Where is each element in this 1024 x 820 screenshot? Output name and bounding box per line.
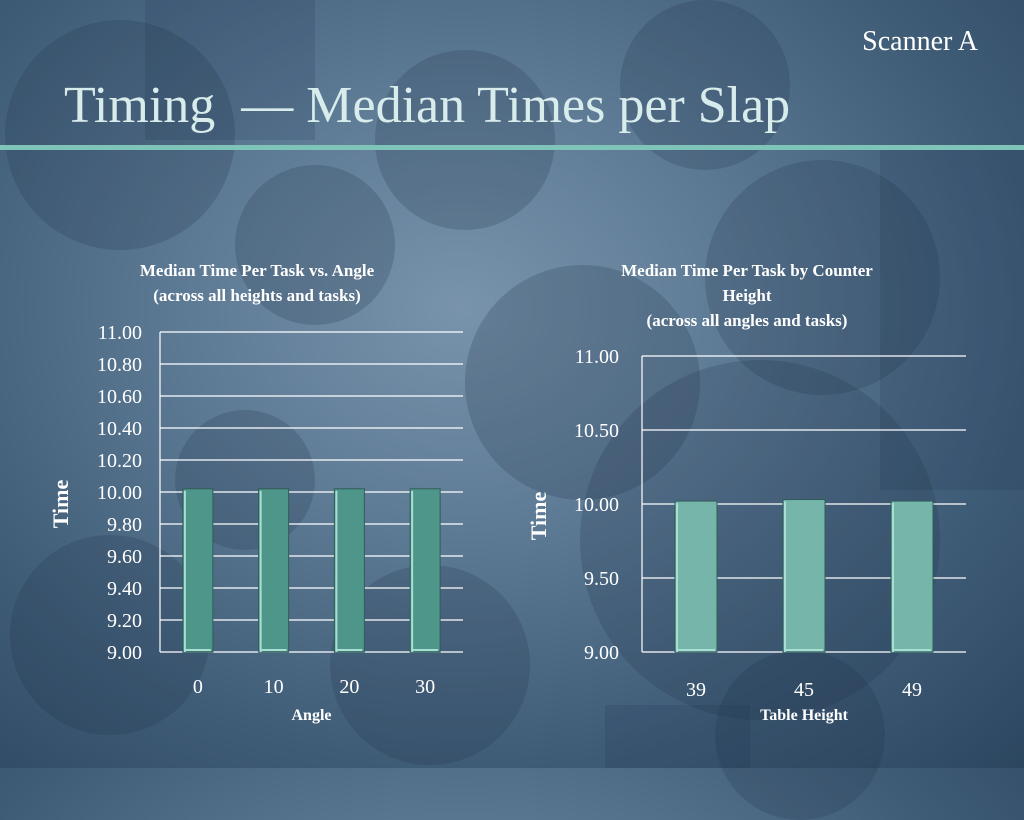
chart-height: Median Time Per Task by Counter Height (ac… [526, 261, 934, 724]
chart-title-line: (across all heights and tasks) [153, 286, 361, 305]
y-tick-label: 9.40 [107, 578, 142, 600]
y-tick-label: 9.00 [584, 642, 619, 664]
chart-title-line: (across all angles and tasks) [647, 311, 848, 330]
scanner-label: Scanner A [862, 26, 978, 57]
y-tick-label: 11.00 [98, 322, 142, 344]
y-tick-label: 9.50 [584, 568, 619, 590]
y-tick-label: 9.00 [107, 642, 142, 664]
x-tick-label: 39 [686, 679, 706, 701]
x-axis-title: Angle [292, 707, 332, 724]
y-tick-label: 9.80 [107, 514, 142, 536]
chart-title-line: Median Time Per Task vs. Angle [140, 261, 375, 280]
bar [333, 488, 365, 653]
y-tick-label: 9.20 [107, 610, 142, 632]
bar [409, 488, 441, 653]
y-tick-label: 10.00 [97, 482, 142, 504]
y-tick-label: 10.60 [97, 386, 142, 408]
bar [182, 488, 214, 653]
x-tick-label: 49 [902, 679, 922, 701]
chart-title-line: Median Time Per Task by Counter [621, 261, 873, 280]
x-tick-label: 45 [794, 679, 814, 701]
x-tick-label: 20 [339, 676, 359, 698]
slide-title: Timing — Median Times per Slap [64, 77, 791, 134]
y-tick-label: 10.00 [574, 494, 619, 516]
bar [890, 500, 934, 653]
bar [782, 499, 826, 653]
chart-angle: Median Time Per Task vs. Angle (across al… [48, 261, 441, 724]
bar [674, 500, 718, 653]
y-tick-label: 10.50 [574, 420, 619, 442]
y-tick-label: 9.60 [107, 546, 142, 568]
y-tick-label: 10.20 [97, 450, 142, 472]
y-tick-label: 10.80 [97, 354, 142, 376]
x-tick-label: 10 [264, 676, 284, 698]
y-tick-label: 11.00 [575, 346, 619, 368]
bar [258, 488, 290, 653]
x-axis-title: Table Height [760, 707, 849, 724]
x-tick-label: 0 [193, 676, 203, 698]
y-tick-label: 10.40 [97, 418, 142, 440]
y-axis-title: Time [48, 480, 73, 529]
title-underline [0, 145, 1024, 150]
y-axis-title: Time [526, 492, 551, 541]
chart-title-line: Height [722, 286, 771, 305]
x-tick-label: 30 [415, 676, 435, 698]
